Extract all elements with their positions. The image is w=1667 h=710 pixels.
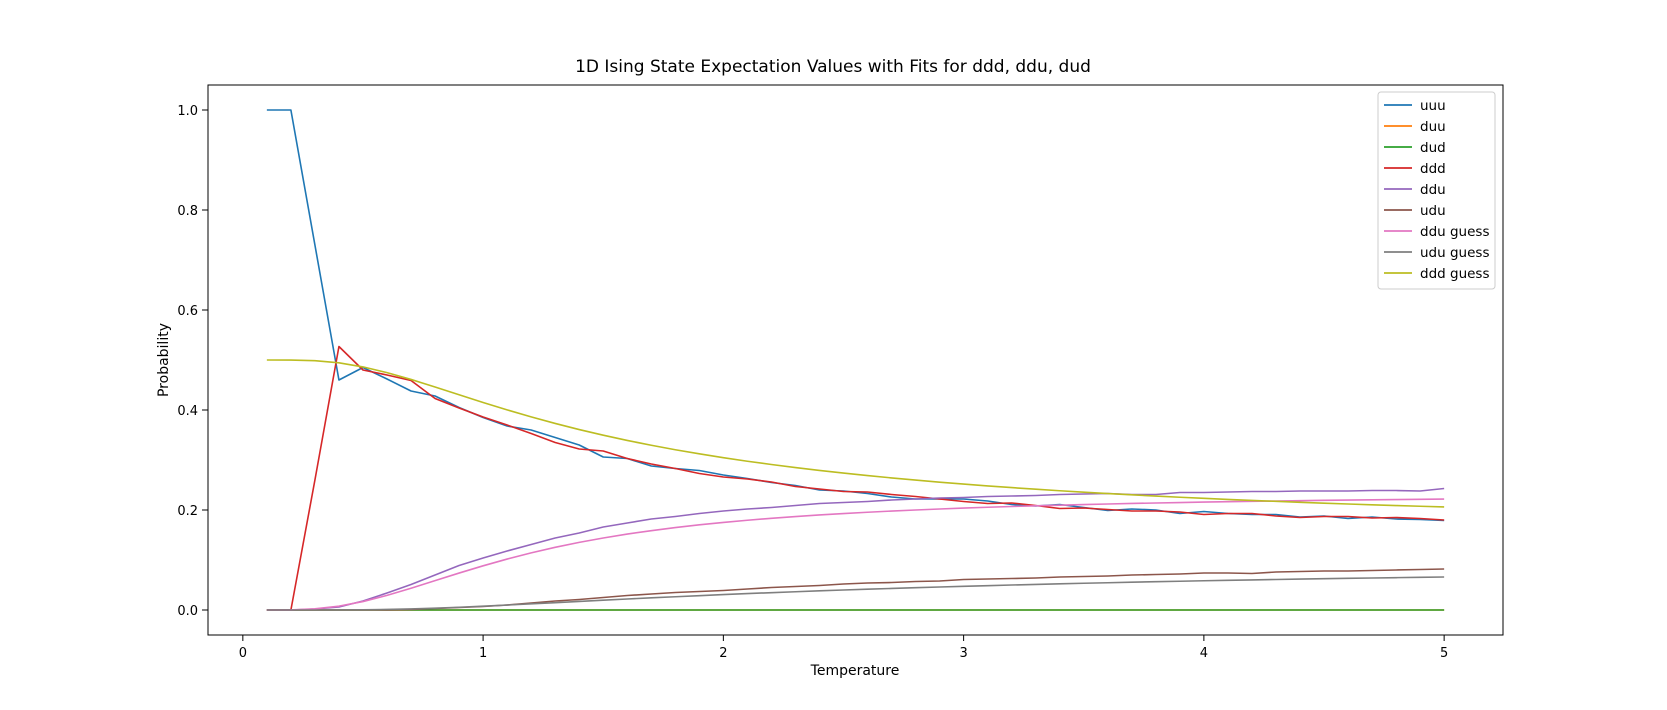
legend-label: ddd guess [1420, 266, 1490, 282]
x-tick-label: 5 [1440, 646, 1448, 661]
y-tick-label: 0.0 [177, 604, 198, 619]
series-line-ddu [266, 487, 1445, 611]
legend: uuu duu dud ddd ddu udu ddu guess udu guess ddd … [1377, 91, 1496, 290]
y-tick-label: 0.8 [177, 204, 198, 219]
series-line-udu-guess [266, 576, 1445, 611]
y-axis-ticks: 0.0 0.2 0.4 0.6 0.8 1.0 [177, 104, 208, 619]
series-layer [266, 109, 1445, 611]
legend-label: dud [1420, 140, 1446, 156]
legend-box [1377, 91, 1496, 290]
series-line-ddu-guess [266, 498, 1445, 611]
x-tick-label: 3 [959, 646, 967, 661]
legend-label: ddu guess [1420, 224, 1489, 240]
x-axis-ticks: 0 1 2 3 4 5 [239, 635, 1448, 661]
legend-label: ddd [1420, 161, 1446, 177]
x-tick-label: 1 [479, 646, 487, 661]
x-tick-label: 4 [1200, 646, 1208, 661]
y-axis-label: Probability [156, 323, 172, 397]
x-axis-label: Temperature [810, 663, 900, 679]
legend-label: udu guess [1420, 245, 1489, 261]
x-tick-label: 0 [239, 646, 247, 661]
legend-label: duu [1420, 119, 1446, 135]
y-tick-label: 0.4 [177, 404, 198, 419]
y-tick-label: 0.2 [177, 504, 198, 519]
y-tick-label: 1.0 [177, 104, 198, 119]
y-tick-label: 0.6 [177, 304, 198, 319]
plot-frame [207, 84, 1504, 636]
series-line-ddd [266, 345, 1445, 611]
x-tick-label: 2 [719, 646, 727, 661]
legend-label: udu [1420, 203, 1446, 219]
chart-title: 1D Ising State Expectation Values with F… [575, 57, 1091, 77]
legend-label: ddu [1420, 182, 1446, 198]
series-line-uuu [266, 109, 1445, 522]
series-line-ddd-guess [266, 359, 1445, 508]
legend-label: uuu [1420, 98, 1446, 114]
